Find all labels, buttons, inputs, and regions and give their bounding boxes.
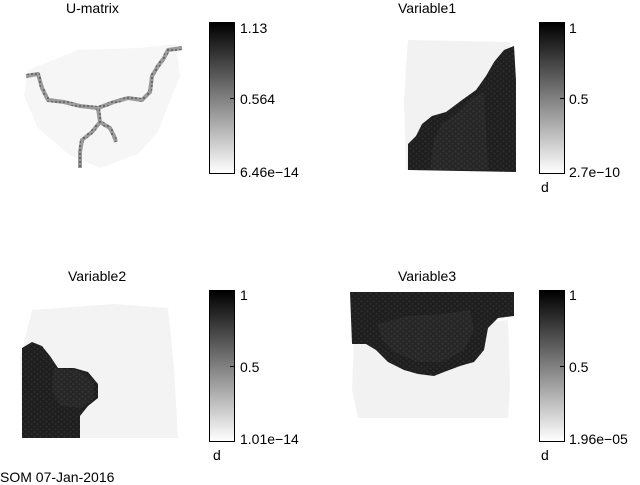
variable2-colorbar-unit: d: [213, 447, 221, 463]
umatrix-colorbar-max: 1.13: [240, 20, 268, 36]
variable3-colorbar-mid: 0.5: [569, 359, 589, 375]
variable2-map: [20, 304, 178, 438]
umatrix-ridge-branch2: [98, 120, 118, 143]
umatrix-colorbar-mid: 0.564: [240, 91, 276, 107]
umatrix-title: U-matrix: [66, 0, 119, 16]
variable3-title: Variable3: [398, 268, 457, 284]
variable3-colorbar-max: 1: [569, 287, 577, 303]
variable3-map: [350, 292, 514, 418]
variable1-colorbar-max: 1: [569, 20, 577, 36]
umatrix-colorbar-min: 6.46e−14: [240, 164, 299, 180]
footer-text: SOM 07-Jan-2016: [0, 469, 115, 485]
umatrix-ridge: [25, 46, 183, 110]
variable3-colorbar-min: 1.96e−05: [569, 431, 628, 447]
variable2-colorbar-min: 1.01e−14: [240, 431, 299, 447]
variable1-title: Variable1: [398, 0, 457, 16]
variable2-title: Variable2: [68, 268, 127, 284]
umatrix-ridge-branch: [78, 107, 102, 168]
variable3-mid-region: [378, 310, 474, 362]
variable1-colorbar-unit: d: [541, 179, 549, 195]
variable3-colorbar-unit: d: [541, 447, 549, 463]
variable1-map: [404, 40, 516, 172]
variable2-mid-region: [52, 368, 94, 408]
variable1-colorbar-mid: 0.5: [569, 91, 589, 107]
variable1-mid-region: [430, 92, 488, 170]
variable1-colorbar-min: 2.7e−10: [569, 164, 620, 180]
umatrix-map: [24, 44, 183, 168]
variable2-colorbar-mid: 0.5: [240, 359, 260, 375]
variable2-colorbar-max: 1: [240, 287, 248, 303]
